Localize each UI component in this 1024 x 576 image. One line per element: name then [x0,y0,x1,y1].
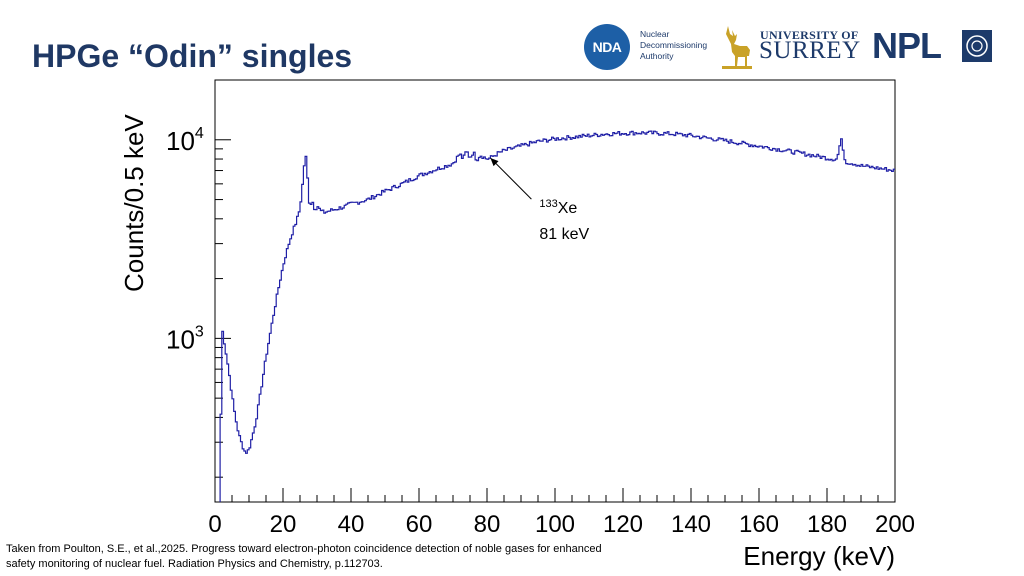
y-axis-ticks: 103 104 [166,79,231,478]
x-axis-label: Energy (keV) [743,541,895,571]
x-tick-label: 160 [739,511,779,538]
x-tick-label: 40 [338,511,365,538]
x-tick-label: 0 [208,511,221,538]
slide-title: HPGe “Odin” singles [32,38,353,74]
annotation-isotope: 133Xe [539,198,577,217]
x-tick-label: 200 [875,511,915,538]
x-axis-ticks: 0 20 40 60 80 100 120 140 160 180 200 [208,488,915,538]
npl-crest-icon [962,30,992,62]
annotation-energy: 81 keV [539,226,589,243]
annotation-arrow [490,157,532,200]
x-tick-label: 100 [535,511,575,538]
logo-bar: NDA Nuclear Decommissioning Authority UN… [584,22,996,74]
npl-logo-text: NPL [872,25,942,66]
y-tick-label: 103 [166,323,204,354]
x-tick-label: 80 [474,511,501,538]
annotation-arrow-head [490,157,499,167]
citation-line-2: safety monitoring of nuclear fuel. Radia… [6,558,383,570]
x-tick-label: 20 [270,511,297,538]
x-tick-label: 120 [603,511,643,538]
surrey-logo-text: SURREY [759,37,861,64]
surrey-logo-small-text: UNIVERSITY OF [760,28,859,42]
annotation-element: Xe [558,200,578,217]
x-tick-label: 140 [671,511,711,538]
citation-line-1: Taken from Poulton, S.E., et al.,2025. P… [6,543,602,555]
y-axis-label: Counts/0.5 keV [119,114,149,292]
surrey-stag-icon [722,26,752,69]
annotation-mass-number: 133 [539,198,557,210]
nda-logo-icon: NDA [584,24,630,70]
y-tick-label: 104 [166,125,204,156]
x-tick-label: 60 [406,511,433,538]
citation: Taken from Poulton, S.E., et al.,2025. P… [6,542,706,572]
plot-frame [214,79,896,503]
nda-line-3: Authority [640,51,674,61]
x-tick-label: 180 [807,511,847,538]
nda-line-1: Nuclear [640,29,670,39]
spectrum-line [219,130,895,502]
nda-line-2: Decommissioning [640,40,708,50]
nda-logo-text: Nuclear Decommissioning Authority [640,29,707,62]
